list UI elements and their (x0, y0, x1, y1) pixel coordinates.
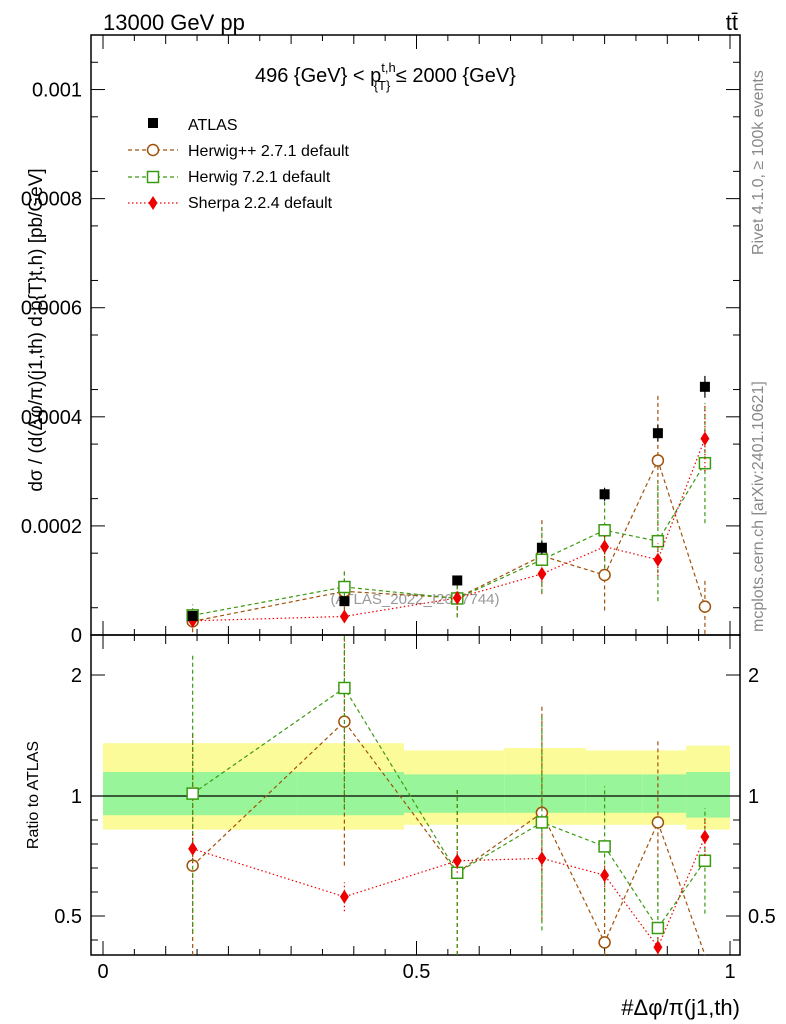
herwig7-ratio-point (535, 816, 549, 829)
sherpa-main-point (537, 566, 547, 581)
band-inner-segment (642, 774, 687, 813)
ratio-plot-frame (90, 634, 741, 956)
main-y-tick-label: 0.0006 (21, 298, 82, 320)
sherpa-ratio-point (653, 940, 663, 955)
atlas-main-point (536, 542, 547, 553)
sherpa-main-point (700, 431, 710, 446)
band-inner-segment (297, 772, 404, 816)
sherpa-ratio-point (537, 851, 547, 866)
legend-herwigpp-label: Herwig++ 2.7.1 default (188, 143, 350, 160)
legend: ATLAS Herwig++ 2.7.1 default Herwig 7.2.… (128, 117, 350, 212)
band-inner-segment (403, 774, 505, 813)
legend-herwig7-marker (146, 170, 160, 184)
herwigpp-ratio-point (598, 936, 611, 949)
ratio-y-axis-label: Ratio to ATLAS (25, 741, 42, 849)
main-y-tick-label: 0.0008 (21, 189, 82, 211)
herwig7-ratio-point (651, 921, 665, 935)
sherpa-main-point (600, 539, 610, 554)
sherpa-ratio-point (188, 841, 198, 856)
herwig7-main-point (651, 534, 665, 548)
process-label: tt̄ (726, 10, 738, 35)
legend-atlas-label: ATLAS (188, 117, 238, 134)
herwig7-ratio-point (598, 840, 611, 853)
atlas-main-point (699, 381, 710, 392)
herwigpp-main-point (698, 600, 712, 613)
main-y-tick-label: 0.0002 (21, 516, 82, 538)
main-y-tick-label: 0 (71, 625, 82, 647)
data-series (186, 375, 712, 956)
plot-title-sup: t,h (381, 60, 395, 75)
herwig7-ratio-point (186, 787, 199, 800)
atlas-main-point (652, 428, 663, 439)
legend-herwigpp-marker (146, 143, 160, 157)
legend-sherpa-marker (148, 196, 158, 210)
plot-title: 496 {GeV} < pt,h {T} ≤ 2000 {GeV} (255, 60, 516, 93)
atlas-main-point (339, 596, 350, 607)
ratio-y-tick-label: 0.5 (54, 906, 82, 928)
herwig7-main-point (338, 580, 351, 594)
sherpa-ratio-line (192, 836, 706, 949)
herwigpp-ratio-point (651, 816, 665, 829)
sherpa-ratio-point (452, 853, 462, 868)
ratio-y-tick-label: 1 (71, 786, 82, 808)
legend-sherpa-label: Sherpa 2.2.4 default (188, 195, 333, 212)
atlas-main-point (452, 575, 463, 586)
band-inner-segment (686, 772, 730, 818)
axis-ticks: 0 0.0002 0.0004 0.0006 0.0008 0.001 0.5 0.5 1 1 2 2… (21, 35, 776, 983)
x-tick-label: 0 (97, 961, 108, 983)
plot-title-sub: {T} (374, 78, 391, 93)
main-y-tick-label: 0.001 (32, 80, 82, 102)
herwigpp-main-point (598, 568, 611, 582)
band-inner-segment (504, 774, 586, 813)
main-y-axis-label: dσ / (d(Δφ/π)(j1,th) d p{T}t,h) [pb/GeV] (26, 168, 47, 491)
sherpa-ratio-point (700, 829, 710, 844)
legend-herwig7-label: Herwig 7.2.1 default (188, 169, 331, 186)
herwigpp-main-point (651, 454, 665, 467)
ratio-y-tick-label-right: 0.5 (748, 906, 776, 928)
sherpa-main-point (452, 590, 462, 605)
mcplots-label: mcplots.cern.ch [arXiv:2401.10621] (750, 381, 767, 632)
herwig7-ratio-point (338, 681, 351, 695)
x-tick-label: 0.5 (403, 961, 431, 983)
ratio-y-tick-label-right: 2 (748, 665, 759, 687)
band-inner-segment (103, 772, 298, 816)
collision-label: 13000 GeV pp (103, 10, 245, 35)
analysis-watermark: (ATLAS_2022_I2077744) (330, 591, 499, 608)
herwig7-ratio-point (698, 854, 712, 868)
plot-title-main: 496 {GeV} < p (255, 65, 381, 87)
x-axis-label: #Δφ/π(j1,th) (621, 995, 740, 1020)
herwig7-main-point (598, 524, 611, 537)
sherpa-main-point (653, 552, 663, 567)
legend-atlas-marker (148, 118, 158, 128)
x-tick-label: 1 (724, 961, 735, 983)
sherpa-main-point (339, 609, 349, 624)
ratio-y-tick-label: 2 (71, 665, 82, 687)
sherpa-ratio-point (339, 889, 349, 904)
band-inner-segment (585, 774, 643, 813)
atlas-main-point (187, 610, 198, 621)
ratio-y-tick-label-right: 1 (748, 786, 759, 808)
herwig7-main-point (535, 553, 549, 566)
atlas-main-point (599, 489, 610, 500)
main-y-tick-label: 0.0004 (21, 407, 82, 429)
ratio-bands (91, 743, 740, 830)
rivet-label: Rivet 4.1.0, ≥ 100k events (750, 70, 767, 255)
plot-title-tail: ≤ 2000 {GeV} (390, 65, 516, 87)
sherpa-ratio-point (600, 868, 610, 883)
